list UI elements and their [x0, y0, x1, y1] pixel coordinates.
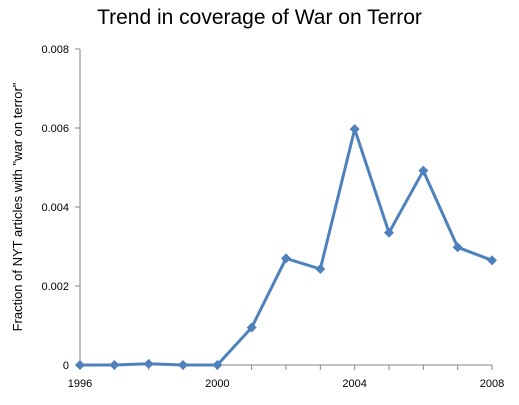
x-tick-label: 2004 [342, 378, 366, 390]
y-tick-label: 0.006 [41, 123, 69, 135]
data-point-marker [315, 264, 326, 275]
data-point-marker [418, 165, 429, 176]
y-axis-label: Fraction of NYT articles with "war on te… [10, 82, 25, 331]
data-point-marker [246, 322, 257, 333]
data-point-marker [487, 255, 497, 266]
y-tick-label: 0 [63, 360, 69, 372]
data-point-marker [384, 227, 394, 238]
axes [79, 49, 492, 366]
x-tick-label: 1996 [68, 378, 92, 390]
data-point-marker [75, 360, 85, 370]
y-tick-label: 0.008 [41, 44, 69, 56]
chart-title: Trend in coverage of War on Terror [97, 6, 422, 29]
data-point-marker [452, 242, 463, 253]
y-tick-label: 0.002 [41, 281, 69, 293]
data-point-marker [109, 360, 120, 370]
data-point-marker [178, 360, 188, 370]
x-tick-label: 2008 [480, 378, 504, 390]
data-point-marker [281, 253, 291, 264]
y-tick-label: 0.004 [41, 202, 69, 214]
series-line [80, 127, 493, 367]
data-point-marker [143, 358, 154, 369]
data-point-marker [349, 124, 360, 135]
data-point-marker [212, 360, 223, 370]
x-tick-label: 2000 [205, 378, 229, 390]
